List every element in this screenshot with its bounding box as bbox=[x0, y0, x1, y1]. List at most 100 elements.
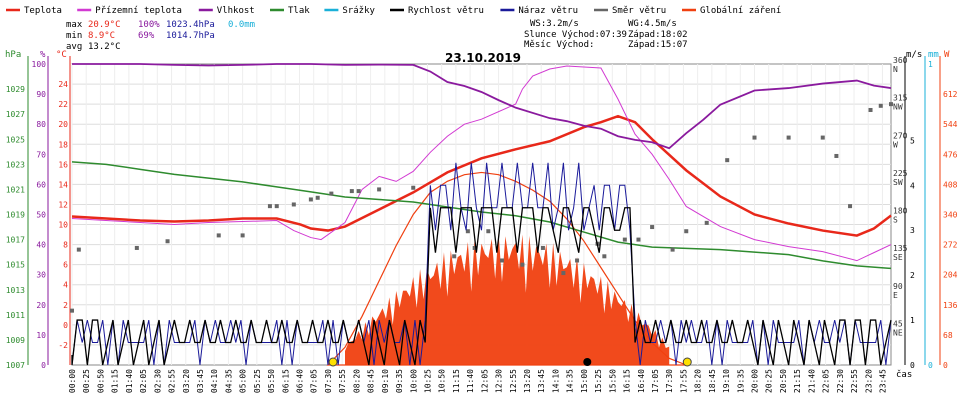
stat-avg-label: avg bbox=[66, 42, 82, 52]
tick-label-time: 01:40 bbox=[125, 369, 134, 393]
tick-label-direction: 315 bbox=[893, 94, 908, 103]
tick-label-pressure: 1009 bbox=[6, 336, 25, 345]
tick-label-direction: 360 bbox=[893, 56, 908, 65]
tick-label-time: 02:55 bbox=[168, 369, 177, 393]
tick-label-time: 16:40 bbox=[637, 369, 646, 393]
legend-label: Globální záření bbox=[700, 6, 781, 16]
wind-direction-point bbox=[520, 262, 525, 267]
wind-direction-point bbox=[308, 197, 313, 202]
tick-label-time: 01:15 bbox=[111, 369, 120, 393]
x-axis-label: čas bbox=[896, 369, 912, 380]
wind-direction-point bbox=[636, 237, 641, 242]
stat-wg: WG:4.5m/s bbox=[628, 19, 677, 29]
moonset-marker bbox=[583, 358, 592, 366]
legend: Teplota Přízemní teplota Vlhkost Tlak Srážky… bbox=[6, 6, 781, 16]
tick-label-time: 03:45 bbox=[196, 369, 205, 393]
tick-label-wind: 1 bbox=[910, 316, 915, 325]
tick-label-time: 02:05 bbox=[139, 369, 148, 393]
tick-label-time: 20:25 bbox=[765, 369, 774, 393]
tick-label-direction: 45 bbox=[893, 319, 903, 328]
tick-label-time: 06:15 bbox=[281, 369, 290, 393]
tick-label-direction: 225 bbox=[893, 169, 908, 178]
tick-label-time: 23:45 bbox=[878, 369, 887, 393]
chart-title: 23.10.2019 bbox=[445, 51, 521, 65]
wind-direction-point bbox=[622, 237, 627, 242]
tick-label-time: 09:10 bbox=[381, 369, 390, 393]
stat-max-label: max bbox=[66, 20, 83, 30]
legend-label: Srážky bbox=[342, 6, 375, 16]
wind-direction-point bbox=[274, 204, 279, 209]
wind-direction-point bbox=[472, 245, 477, 250]
tick-label-pressure: 1029 bbox=[6, 85, 25, 94]
tick-label-direction-name: SW bbox=[893, 178, 903, 187]
wind-direction-point bbox=[329, 191, 334, 196]
tick-label-time: 17:30 bbox=[665, 369, 674, 393]
tick-label-time: 17:55 bbox=[679, 369, 688, 393]
sunset-marker bbox=[682, 357, 692, 367]
tick-label-rain: 0 bbox=[928, 361, 933, 370]
stat-moon: Měsíc Východ: bbox=[524, 40, 594, 50]
tick-label-time: 15:25 bbox=[594, 369, 603, 393]
tick-label-humidity: 100 bbox=[32, 60, 47, 69]
unit-rain: mm bbox=[928, 50, 939, 60]
unit-temp: °C bbox=[56, 50, 67, 60]
tick-label-time: 13:45 bbox=[537, 369, 546, 393]
wind-direction-point bbox=[216, 233, 221, 238]
wind-direction-point bbox=[561, 271, 566, 276]
wind-direction-point bbox=[725, 158, 730, 163]
wind-direction-point bbox=[602, 254, 607, 259]
wind-direction-point bbox=[165, 239, 170, 244]
stat-max-temp: 20.9°C bbox=[88, 20, 121, 30]
tick-label-humidity: 20 bbox=[36, 301, 46, 310]
tick-label-humidity: 30 bbox=[36, 271, 46, 280]
wind-direction-point bbox=[868, 107, 873, 112]
tick-label-rain: 1 bbox=[928, 60, 933, 69]
tick-label-time: 19:10 bbox=[722, 369, 731, 393]
unit-pressure: hPa bbox=[5, 50, 21, 60]
tick-label-time: 12:05 bbox=[480, 369, 489, 393]
wind-direction-point bbox=[820, 135, 825, 140]
tick-label-temp: 10 bbox=[58, 221, 68, 230]
tick-label-humidity: 10 bbox=[36, 331, 46, 340]
unit-rad: W bbox=[944, 50, 950, 60]
stat-max-press: 1023.4hPa bbox=[166, 20, 215, 30]
tick-label-temp: 12 bbox=[58, 200, 68, 209]
stat-sunset: Západ:18:02 bbox=[628, 30, 688, 40]
tick-label-time: 07:55 bbox=[338, 369, 347, 393]
series-gust bbox=[71, 162, 892, 366]
tick-label-direction: 90 bbox=[893, 282, 903, 291]
tick-label-pressure: 1013 bbox=[6, 286, 25, 295]
tick-label-temp: -2 bbox=[58, 341, 68, 350]
tick-label-time: 14:10 bbox=[551, 369, 560, 393]
tick-label-direction-name: NW bbox=[893, 103, 903, 112]
wind-direction-point bbox=[889, 102, 893, 107]
tick-label-time: 11:40 bbox=[466, 369, 475, 393]
wind-direction-point bbox=[411, 185, 416, 190]
tick-label-time: 06:40 bbox=[296, 369, 305, 393]
tick-label-time: 00:00 bbox=[68, 369, 77, 393]
tick-label-time: 03:20 bbox=[182, 369, 191, 393]
tick-label-time: 07:30 bbox=[324, 369, 333, 393]
wind-direction-point bbox=[752, 135, 757, 140]
tick-label-radiation: 408 bbox=[943, 180, 958, 189]
tick-label-radiation: 476 bbox=[943, 150, 958, 159]
tick-label-pressure: 1019 bbox=[6, 211, 25, 220]
tick-label-wind: 2 bbox=[910, 271, 915, 280]
tick-label-direction-name: SE bbox=[893, 253, 903, 262]
tick-label-humidity: 60 bbox=[36, 180, 46, 189]
tick-label-direction: 135 bbox=[893, 244, 908, 253]
tick-label-humidity: 90 bbox=[36, 90, 46, 99]
wind-direction-point bbox=[452, 254, 457, 259]
wind-direction-point bbox=[240, 233, 245, 238]
tick-label-temp: 24 bbox=[58, 80, 68, 89]
wind-direction-point bbox=[684, 229, 689, 234]
tick-label-humidity: 50 bbox=[36, 211, 46, 220]
tick-label-temp: 2 bbox=[63, 301, 68, 310]
tick-label-time: 12:30 bbox=[495, 369, 504, 393]
tick-label-temp: 22 bbox=[58, 100, 68, 109]
tick-label-wind: 0 bbox=[910, 361, 915, 370]
stat-rain: 0.0mm bbox=[228, 20, 255, 30]
unit-wind: m/s bbox=[906, 50, 922, 60]
tick-label-pressure: 1007 bbox=[6, 361, 25, 370]
legend-label: Přízemní teplota bbox=[95, 6, 182, 16]
